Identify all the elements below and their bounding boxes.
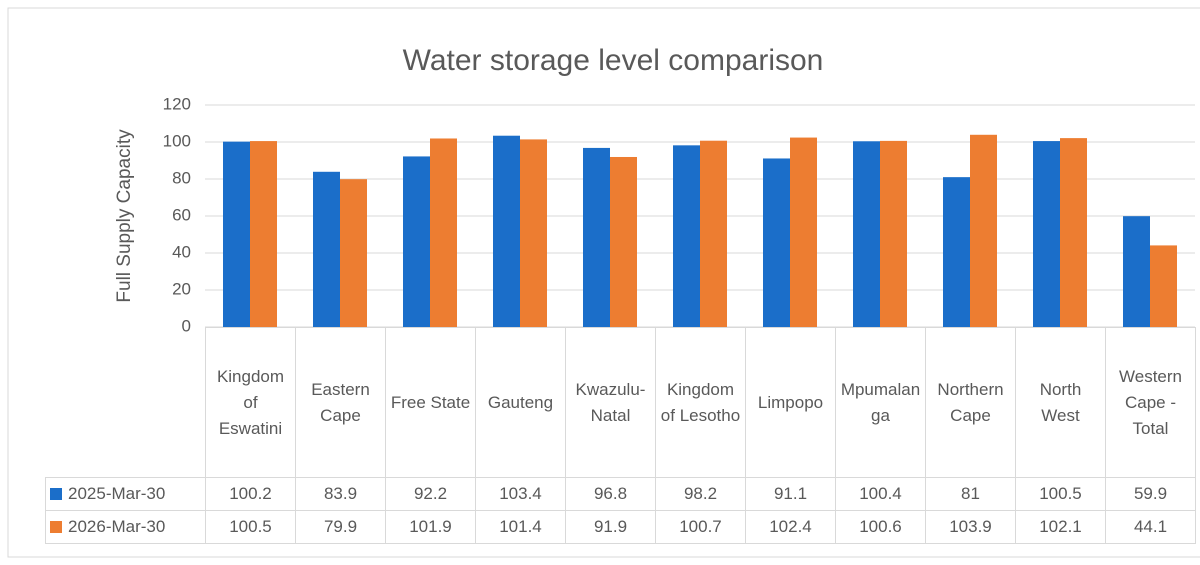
bar [610,156,637,327]
bar [583,147,610,327]
table-value: 101.9 [385,510,476,544]
table-category: Free State [385,327,476,478]
y-tick-label: 20 [172,279,191,298]
table-category: Kingdom of Lesotho [655,327,746,478]
bar [763,158,790,327]
table-category: North West [1015,327,1106,478]
legend-swatch [50,521,62,533]
table-value: 92.2 [385,477,476,511]
table-category: Northern Cape [925,327,1016,478]
bar [313,171,340,327]
table-value: 59.9 [1105,477,1196,511]
legend-swatch [50,488,62,500]
bar [943,177,970,327]
table-value: 103.4 [475,477,566,511]
bar [790,137,817,327]
y-tick-label: 0 [182,316,191,335]
table-value: 98.2 [655,477,746,511]
table-value: 100.5 [1015,477,1106,511]
table-value: 83.9 [295,477,386,511]
y-tick-label: 100 [163,131,191,150]
table-value: 44.1 [1105,510,1196,544]
table-value: 96.8 [565,477,656,511]
table-value: 102.1 [1015,510,1106,544]
bar [1033,141,1060,327]
bar [880,140,907,327]
table-value: 100.6 [835,510,926,544]
legend-cell: 2025-Mar-30 [45,477,206,511]
table-value: 100.2 [205,477,296,511]
bar [673,145,700,327]
y-tick-label: 40 [172,242,191,261]
table-category: Limpopo [745,327,836,478]
table-value: 100.5 [205,510,296,544]
table-value: 81 [925,477,1016,511]
table-category: Eastern Cape [295,327,386,478]
bar [403,156,430,327]
bar [700,140,727,327]
table-category: Kingdom of Eswatini [205,327,296,478]
y-tick-label: 80 [172,168,191,187]
bar [340,179,367,327]
table-value: 100.4 [835,477,926,511]
legend-cell: 2026-Mar-30 [45,510,206,544]
bar [223,141,250,327]
bar [853,141,880,327]
table-value: 101.4 [475,510,566,544]
bar [430,138,457,327]
bar [1123,216,1150,327]
table-category: Gauteng [475,327,566,478]
bar [1150,245,1177,327]
table-value: 79.9 [295,510,386,544]
bar [1060,138,1087,327]
table-value: 91.1 [745,477,836,511]
legend-label: 2025-Mar-30 [68,484,166,503]
y-axis-title: Full Supply Capacity [114,129,135,303]
table-value: 100.7 [655,510,746,544]
table-category: Western Cape - Total [1105,327,1196,478]
legend-label: 2026-Mar-30 [68,517,166,536]
bar [970,134,997,327]
y-tick-label: 60 [172,205,191,224]
table-category: Mpumalanga [835,327,926,478]
y-tick-label: 120 [163,94,191,113]
table-category: Kwazulu-Natal [565,327,656,478]
table-value: 102.4 [745,510,836,544]
bar [520,139,547,327]
bar [493,135,520,327]
chart-title: Water storage level comparison [403,44,824,77]
bar [250,141,277,327]
table-value: 91.9 [565,510,656,544]
table-value: 103.9 [925,510,1016,544]
